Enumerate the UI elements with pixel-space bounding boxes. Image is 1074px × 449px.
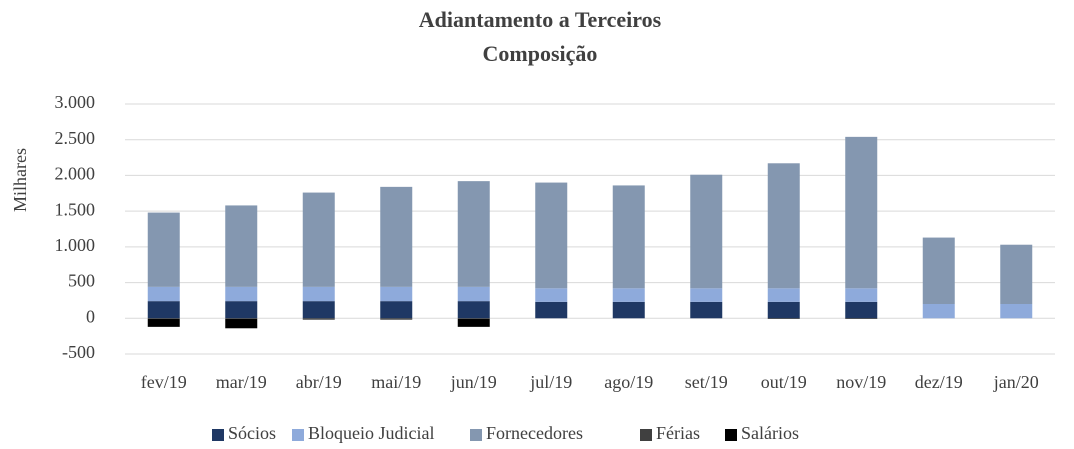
bar-segment — [1000, 244, 1033, 304]
x-tick-label: nov/19 — [836, 372, 886, 392]
bar-segment — [147, 319, 180, 327]
x-tick-label: mai/19 — [371, 372, 421, 392]
bar-segment — [612, 288, 645, 302]
legend-swatch — [725, 429, 737, 441]
bar-segment — [225, 319, 258, 329]
bar-segment — [225, 205, 258, 287]
bar-segment — [302, 192, 335, 287]
bar-segment — [147, 286, 180, 302]
y-tick-label: 3.000 — [55, 92, 96, 112]
bar-segment — [690, 174, 723, 289]
bar-segment — [845, 136, 878, 289]
bar-segment — [380, 301, 413, 319]
bar-segment — [457, 286, 490, 302]
bar-segment — [457, 181, 490, 287]
y-axis-label: Milhares — [10, 148, 30, 212]
bar-segment — [767, 301, 800, 319]
bar-segment — [380, 186, 413, 287]
y-tick-label: 0 — [86, 306, 95, 326]
legend-label: Fornecedores — [486, 423, 583, 443]
legend-label: Férias — [656, 423, 700, 443]
bar-segment — [302, 286, 335, 302]
bar-segment — [690, 288, 723, 302]
bar-segment — [147, 318, 180, 319]
bar-segment — [845, 301, 878, 319]
x-tick-label: ago/19 — [604, 372, 653, 392]
x-tick-label: set/19 — [685, 372, 728, 392]
bar-segment — [380, 318, 413, 320]
chart-subtitle: Composição — [483, 41, 598, 66]
bar-segment — [767, 163, 800, 289]
bar-segment — [612, 301, 645, 319]
y-tick-label: 1.500 — [55, 199, 96, 219]
bar-segment — [225, 318, 258, 319]
bar-segment — [922, 237, 955, 304]
bar-segment — [147, 212, 180, 287]
legend-swatch — [470, 429, 482, 441]
bar-segment — [380, 286, 413, 302]
bar-segment — [302, 318, 335, 320]
bar-segment — [1000, 304, 1033, 319]
y-tick-label: 2.500 — [55, 128, 96, 148]
y-tick-label: 500 — [68, 271, 95, 291]
bar-segment — [225, 301, 258, 319]
chart-title: Adiantamento a Terceiros — [419, 7, 662, 32]
y-tick-label: 1.000 — [55, 235, 96, 255]
bar-segment — [457, 301, 490, 319]
bar-segment — [767, 318, 800, 319]
legend-swatch — [212, 429, 224, 441]
bar-segment — [612, 185, 645, 289]
x-tick-label: dez/19 — [915, 372, 963, 392]
legend-label: Bloqueio Judicial — [308, 423, 434, 443]
x-tick-label: mar/19 — [216, 372, 267, 392]
x-tick-label: jun/19 — [450, 372, 497, 392]
bar-segment — [767, 288, 800, 302]
x-tick-label: jul/19 — [529, 372, 572, 392]
legend-swatch — [292, 429, 304, 441]
bar-segment — [845, 288, 878, 302]
x-tick-label: out/19 — [761, 372, 807, 392]
x-tick-label: fev/19 — [141, 372, 187, 392]
y-tick-label: 2.000 — [55, 164, 96, 184]
bar-segment — [535, 301, 568, 319]
bar-segment — [535, 182, 568, 289]
bar-segment — [922, 304, 955, 319]
legend-swatch — [640, 429, 652, 441]
x-tick-label: abr/19 — [296, 372, 342, 392]
x-tick-label: jan/20 — [993, 372, 1039, 392]
y-tick-label: -500 — [62, 342, 95, 362]
bar-segment — [845, 318, 878, 319]
bar-segment — [147, 301, 180, 319]
bar-segment — [225, 286, 258, 302]
bar-segment — [690, 301, 723, 319]
bar-segment — [302, 301, 335, 319]
bar-segment — [457, 319, 490, 327]
legend-label: Salários — [741, 423, 799, 443]
bar-segment — [457, 318, 490, 319]
bar-segment — [535, 288, 568, 302]
legend-label: Sócios — [228, 423, 276, 443]
